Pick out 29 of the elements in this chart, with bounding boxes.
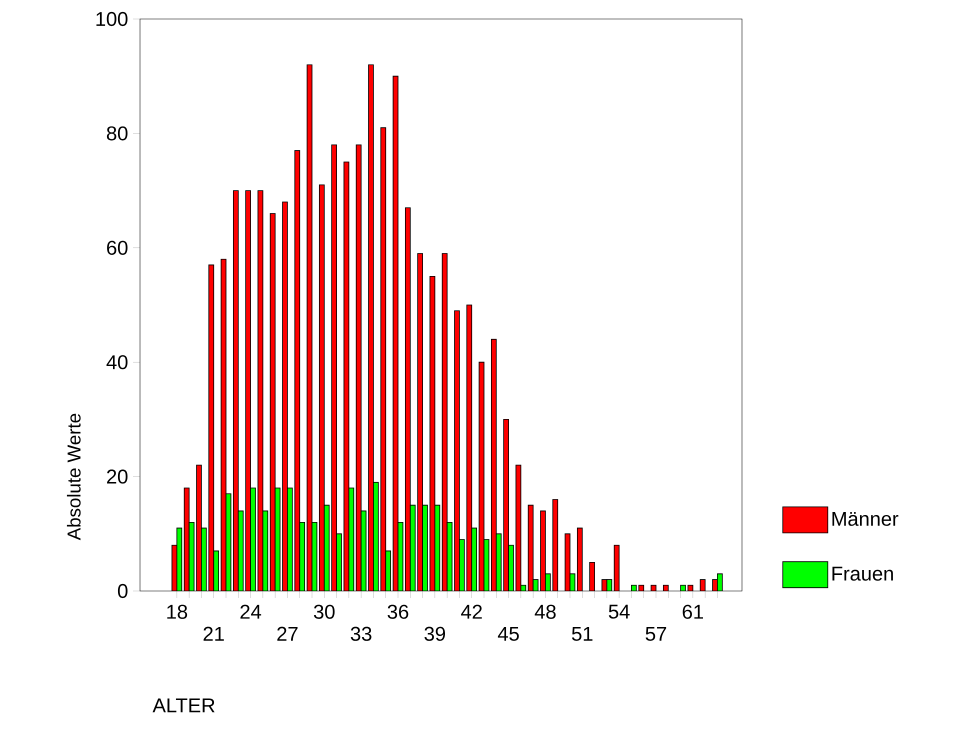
y-tick-label: 40 xyxy=(106,355,128,370)
x-tick-label: 51 xyxy=(572,626,592,641)
x-tick-label: 54 xyxy=(608,604,630,619)
x-tick-label: 27 xyxy=(277,626,298,641)
x-axis-title: ALTER xyxy=(152,698,215,712)
y-tick-label: 100 xyxy=(96,12,128,26)
x-tick-label: 57 xyxy=(646,626,666,641)
legend-label: Männer xyxy=(832,512,898,526)
x-tick-label: 24 xyxy=(240,604,262,619)
bar xyxy=(496,533,502,591)
x-tick-label: 21 xyxy=(204,626,224,641)
x-tick-label: 39 xyxy=(424,626,446,641)
legend-label: Frauen xyxy=(832,566,893,581)
x-tick-label: 30 xyxy=(314,604,335,619)
x-tick-label: 33 xyxy=(350,626,372,641)
x-tick-label: 42 xyxy=(461,604,482,619)
bar xyxy=(238,510,244,591)
bar xyxy=(410,504,416,591)
y-tick-label: 20 xyxy=(107,470,128,484)
x-tick-label: 18 xyxy=(167,604,188,619)
y-tick-label: 80 xyxy=(106,126,128,140)
y-tick-label: 60 xyxy=(107,240,128,255)
x-tick-label: 48 xyxy=(534,604,556,619)
y-axis-title: Absolute Werte xyxy=(66,414,81,540)
x-tick-label: 45 xyxy=(498,626,519,641)
y-tick-label: 0 xyxy=(118,584,128,598)
x-tick-label: 36 xyxy=(388,604,408,619)
bar xyxy=(324,504,330,591)
x-tick-label: 61 xyxy=(682,604,703,619)
